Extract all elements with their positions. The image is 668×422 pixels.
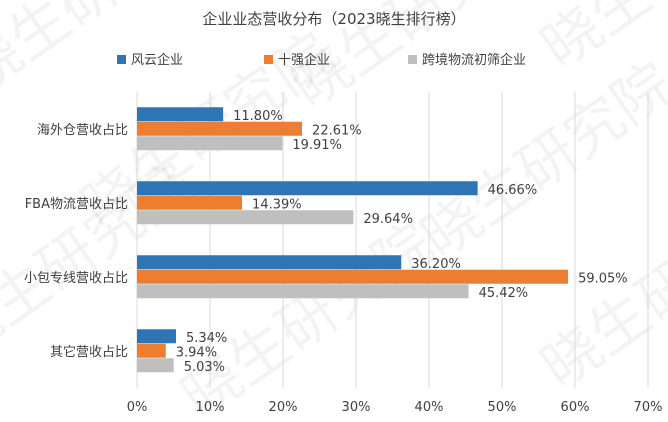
- data-label: 14.39%: [252, 197, 302, 212]
- category-label: 海外仓营收占比: [37, 123, 128, 138]
- watermark-text: 晓生研究院: [409, 49, 668, 271]
- x-tick-label: 0%: [127, 400, 148, 415]
- legend-item-label: 跨境物流初筛企业: [422, 52, 526, 68]
- category-label: 小包专线营收占比: [24, 271, 128, 286]
- chart-title: 企业业态营收分布（2023晓生排行榜）: [202, 10, 465, 28]
- data-label: 29.64%: [363, 212, 413, 227]
- data-label: 5.03%: [184, 360, 225, 375]
- legend-item-label: 十强企业: [278, 52, 330, 68]
- bar: [137, 255, 402, 270]
- x-tick-label: 30%: [342, 400, 371, 415]
- bar: [137, 107, 224, 122]
- data-label: 3.94%: [176, 345, 217, 360]
- bar: [137, 195, 243, 210]
- bar: [137, 343, 166, 358]
- x-tick-label: 70%: [634, 400, 663, 415]
- x-tick-label: 10%: [196, 400, 225, 415]
- bar: [137, 358, 174, 373]
- category-label: FBA物流营收占比: [25, 197, 128, 212]
- legend-item-label: 风云企业: [131, 52, 183, 68]
- x-tick-label: 50%: [488, 400, 517, 415]
- data-label: 5.34%: [186, 331, 227, 346]
- data-label: 45.42%: [479, 286, 529, 301]
- bar: [137, 136, 283, 151]
- legend-swatch: [264, 55, 273, 64]
- bar: [137, 210, 354, 225]
- data-label: 11.80%: [233, 109, 283, 124]
- legend-swatch: [408, 55, 417, 64]
- watermark-text: 晓生研究院: [529, 179, 668, 401]
- x-tick-label: 40%: [415, 400, 444, 415]
- bar: [137, 284, 469, 299]
- data-label: 19.91%: [292, 138, 342, 153]
- watermark-text: 晓生研究院: [169, 209, 446, 422]
- bar: [137, 329, 176, 344]
- data-label: 59.05%: [578, 271, 628, 286]
- bar: [137, 269, 569, 284]
- bar: [137, 121, 303, 136]
- bar: [137, 181, 478, 196]
- legend-swatch: [117, 55, 126, 64]
- x-tick-label: 60%: [561, 400, 590, 415]
- watermark-text: 晓生研究院: [0, 0, 226, 106]
- data-label: 46.66%: [488, 183, 538, 198]
- data-label: 36.20%: [411, 257, 461, 272]
- x-tick-label: 20%: [269, 400, 298, 415]
- data-label: 22.61%: [312, 123, 362, 138]
- category-label: 其它营收占比: [50, 344, 128, 360]
